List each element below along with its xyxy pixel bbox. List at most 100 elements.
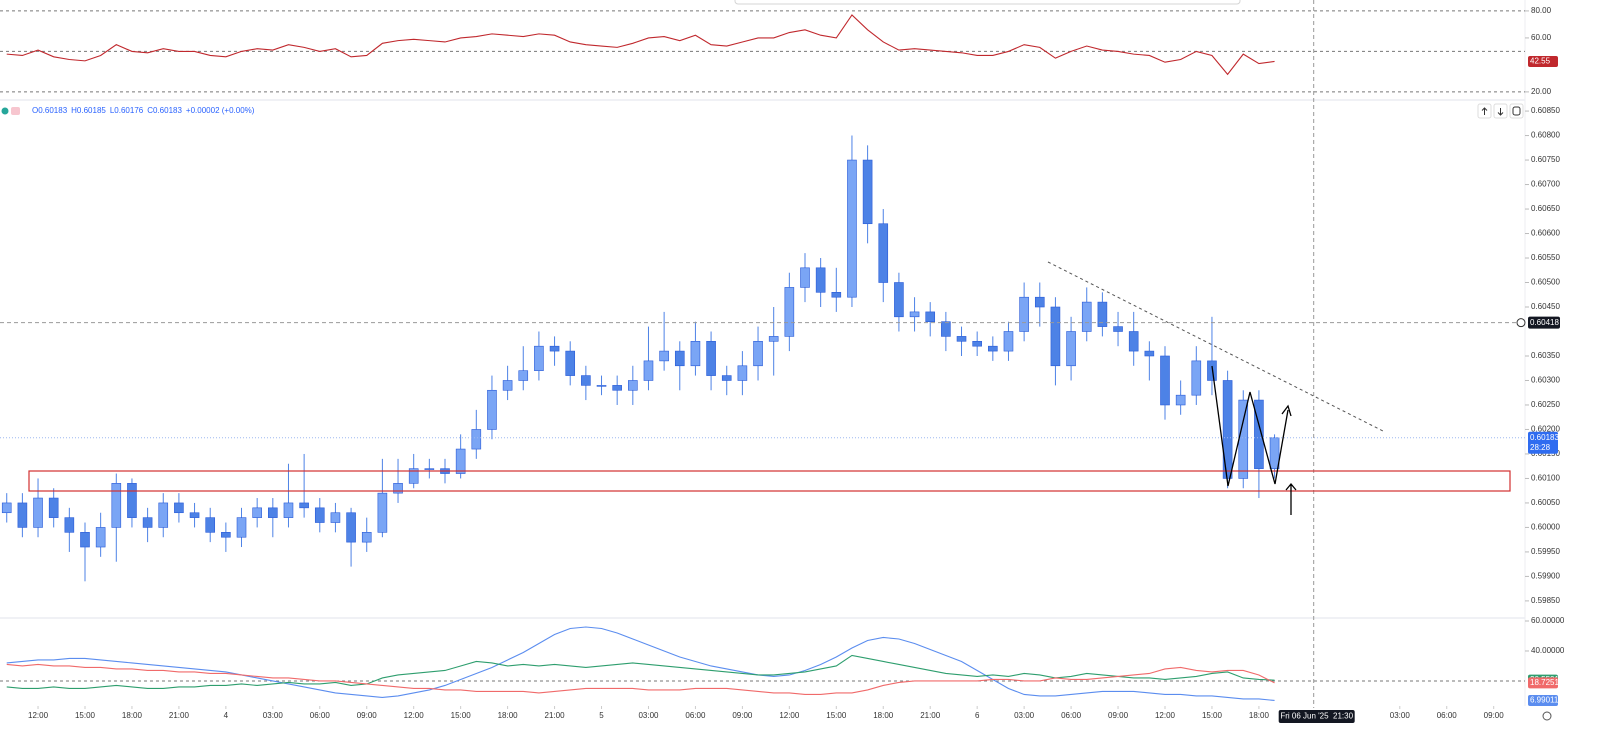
candle-body (1207, 360, 1217, 381)
x-tick-label: 18:00 (122, 711, 143, 720)
crosshair-time-label: Fri 06 Jun '25 21:30 (1280, 712, 1353, 721)
settings-icon[interactable] (11, 107, 20, 115)
candle-body (377, 492, 388, 533)
candle-body (283, 502, 294, 518)
candle-body (784, 287, 795, 337)
legend-item: L0.60176 (110, 106, 144, 115)
y-tick-label: 40.00000 (1531, 646, 1565, 655)
candle-body (17, 502, 28, 528)
candle-body (330, 512, 341, 523)
maximize-icon (1512, 106, 1521, 116)
candle-body (1003, 331, 1014, 352)
indicator-value-badge (1528, 677, 1558, 689)
x-tick-label: 15:00 (451, 711, 472, 720)
y-tick-label: 80.00 (1531, 6, 1552, 15)
arrow-down-icon (1497, 108, 1504, 116)
settings-gear[interactable] (1542, 711, 1552, 721)
x-tick-label: 5 (599, 711, 604, 720)
y-tick-label: 0.60200 (1531, 425, 1560, 434)
crosshair-price-badge (1528, 316, 1560, 329)
x-tick-label: 21:00 (545, 711, 566, 720)
candle-body (487, 389, 497, 430)
candle-body (988, 345, 998, 352)
candle-body (1128, 331, 1139, 352)
x-tick-label: 21:00 (169, 711, 190, 720)
crosshair-add-button (1516, 318, 1526, 328)
candle-body (956, 336, 967, 342)
x-tick-label: 06:00 (310, 711, 331, 720)
indicator-value-badge (1528, 694, 1558, 706)
candle-body (894, 282, 904, 318)
maximize-button[interactable] (1509, 103, 1524, 119)
candle-body (909, 311, 920, 318)
candle-body (502, 380, 513, 391)
candle-body (706, 340, 716, 376)
y-tick-label: 0.60650 (1531, 204, 1560, 213)
candle-body (189, 512, 200, 518)
y-tick-label: 0.60500 (1531, 278, 1560, 287)
y-tick-label: 0.60600 (1531, 229, 1560, 238)
candle-body (1113, 326, 1123, 332)
candle-body (471, 429, 482, 450)
candle-body (48, 497, 59, 518)
y-tick-label: 0.60100 (1531, 474, 1560, 483)
x-tick-label: 15:00 (826, 711, 847, 720)
candle-body (236, 517, 247, 538)
candle-body (95, 527, 106, 548)
candle-body (643, 360, 654, 381)
candle-body (299, 502, 309, 509)
up-arrow (1285, 482, 1297, 515)
x-tick-label: 06:00 (1061, 711, 1082, 720)
candle-body (596, 385, 607, 387)
x-tick-label: 15:00 (75, 711, 96, 720)
y-tick-label: 0.59950 (1531, 547, 1560, 556)
y-tick-label: 60.00 (1531, 33, 1552, 42)
trend-line (1047, 261, 1386, 433)
candle-body (1081, 301, 1092, 332)
y-tick-label: 0.60700 (1531, 180, 1560, 189)
candle-body (252, 507, 262, 518)
x-tick-label: 18:00 (1249, 711, 1270, 720)
candle-body (1238, 399, 1249, 479)
x-tick-label: 21:00 (920, 711, 941, 720)
legend-item: +0.00002 (+0.00%) (186, 106, 255, 115)
support-zone (28, 470, 1511, 492)
x-tick-label: 15:00 (1202, 711, 1223, 720)
y-tick-label: 0.59900 (1531, 572, 1560, 581)
candle-body (518, 370, 529, 381)
candle-body (753, 340, 763, 367)
arrow-up-icon (1481, 107, 1488, 115)
x-tick-label: 18:00 (498, 711, 519, 720)
candle-body (314, 507, 325, 523)
candle-body (721, 375, 732, 381)
x-tick-label: 09:00 (732, 711, 753, 720)
candle-body (878, 223, 889, 283)
x-tick-label: 12:00 (1155, 711, 1176, 720)
candle-body (1144, 350, 1155, 357)
visibility-icon[interactable] (1, 107, 9, 115)
y-tick-label: 0.60050 (1531, 498, 1560, 507)
candle-body (1191, 360, 1202, 396)
candle-body (111, 483, 122, 528)
candle-body (1034, 296, 1045, 308)
crosshair-time-badge (1278, 710, 1355, 723)
y-tick-label: 0.60550 (1531, 253, 1560, 262)
candle-body (1019, 296, 1029, 332)
x-tick-label: 4 (224, 711, 229, 720)
candle-body (127, 483, 137, 518)
candle-body (1160, 355, 1170, 406)
x-tick-label: 18:00 (873, 711, 894, 720)
candle-body (142, 517, 153, 528)
candle-body (221, 532, 231, 538)
candle-body (361, 532, 372, 543)
y-tick-label: 0.60300 (1531, 376, 1560, 385)
crosshair-price-label: 0.60418 (1530, 318, 1559, 327)
candle-body (925, 311, 936, 322)
candle-body (158, 502, 169, 528)
x-tick-label: 6 (975, 711, 980, 720)
x-tick-label: 06:00 (1437, 711, 1458, 720)
x-tick-label: 09:00 (1484, 711, 1505, 720)
legend-item: H0.60185 (71, 106, 106, 115)
x-tick-label: 12:00 (28, 711, 49, 720)
